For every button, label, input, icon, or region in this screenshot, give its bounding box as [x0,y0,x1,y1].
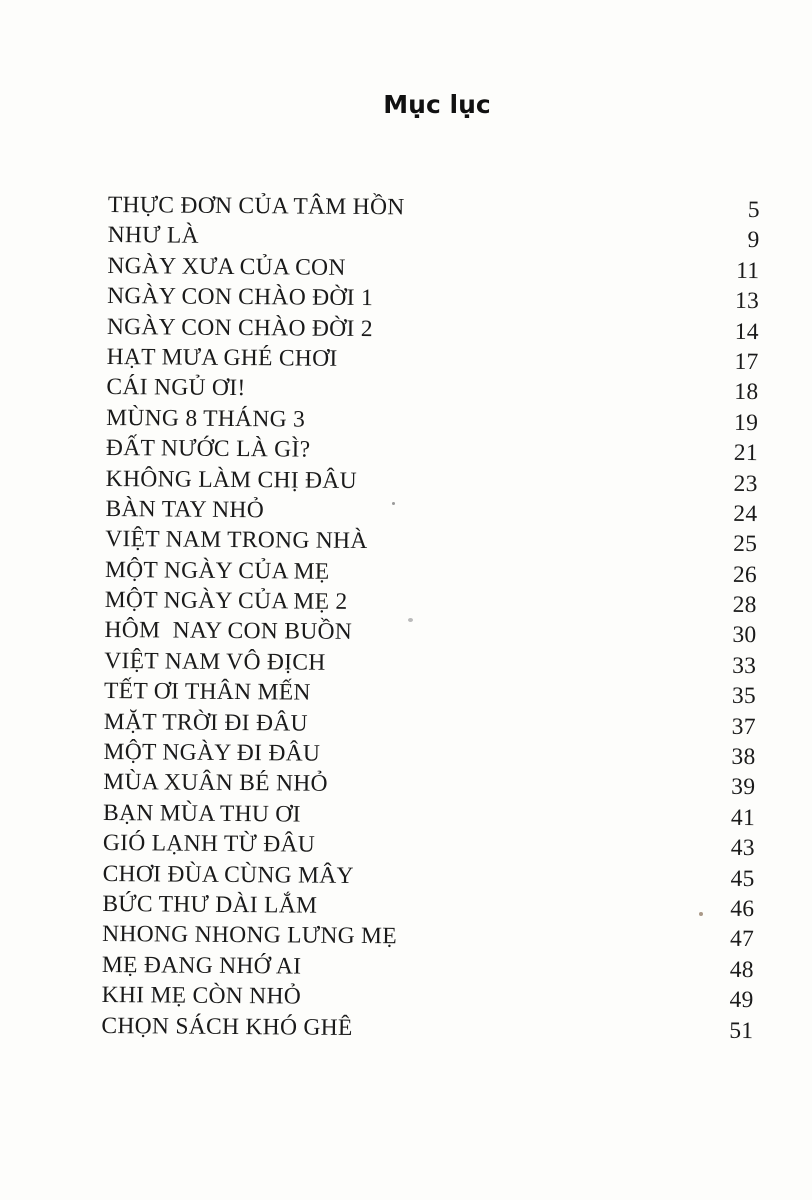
toc-entry-page: 38 [731,743,756,771]
toc-entry-title: HÔM NAY CON BUỒN [104,617,353,646]
toc-entry-title: MÙA XUÂN BÉ NHỎ [103,769,328,798]
toc-entry-page: 18 [734,379,759,406]
toc-entry-title: GIÓ LẠNH TỪ ĐÂU [102,830,316,858]
toc-entry-page: 24 [733,500,758,528]
toc-entry-title: BẠN MÙA THU ƠI [103,799,301,828]
toc-entry-title: BÀN TAY NHỎ [105,495,265,524]
toc-entry-title: VIỆT NAM TRONG NHÀ [105,526,368,555]
toc-entry-page: 26 [732,561,758,588]
toc-entry-title: MÙNG 8 THÁNG 3 [106,404,306,433]
toc-entry-page: 17 [734,348,759,376]
table-of-contents: THỰC ĐƠN CỦA TÂM HỒN 5 NHƯ LÀ 9 NGÀY XƯA CỦA… [101,190,760,1046]
toc-entry-title: TẾT ƠI THÂN MẾN [103,678,311,706]
toc-entry-title: NHƯ LÀ [107,222,199,250]
toc-entry-page: 21 [733,440,759,467]
toc-entry-title: CHƠI ĐÙA CÙNG MÂY [102,860,354,889]
toc-entry-title: KHÔNG LÀM CHỊ ĐÂU [105,465,358,494]
toc-entry-title: CHỌN SÁCH KHÓ GHÊ [101,1012,353,1041]
toc-entry: CHỌN SÁCH KHÓ GHÊ 51 [101,1011,753,1047]
toc-entry-title: MỘT NGÀY ĐI ĐÂU [103,739,321,767]
scan-speck [699,912,703,916]
page-title: Mục lục [383,90,491,119]
toc-entry-page: 23 [733,470,758,497]
toc-entry-title: MỘT NGÀY CỦA MẸ [104,556,330,585]
scan-speck [408,618,413,622]
toc-entry-page: 46 [730,895,755,923]
toc-entry-title: NGÀY XƯA CỦA CON [107,252,346,281]
toc-entry-page: 43 [730,835,755,862]
toc-entry-title: MỘT NGÀY CỦA MẸ 2 [104,587,348,615]
toc-entry-page: 9 [747,227,760,254]
toc-entry-title: HẠT MƯA GHÉ CHƠI [106,343,338,372]
toc-entry: THỰC ĐƠN CỦA TÂM HỒN 5 [108,190,760,226]
scan-speck [392,502,395,505]
toc-entry-title: MẶT TRỜI ĐI ĐÂU [103,708,308,737]
toc-entry-title: KHI MẸ CÒN NHỎ [101,982,302,1010]
toc-entry-page: 45 [730,865,755,892]
toc-entry-title: CÁI NGỦ ƠI! [106,374,246,402]
toc-entry-page: 51 [729,1017,754,1044]
toc-entry-page: 5 [747,197,760,224]
toc-entry-page: 41 [730,804,756,831]
toc-entry-page: 25 [733,531,758,558]
toc-entry-page: 19 [733,409,759,436]
toc-entry-page: 13 [734,288,760,315]
toc-entry-page: 35 [731,683,757,710]
toc-entry-page: 47 [729,926,755,953]
toc-entry-title: BỨC THƯ DÀI LẮM [102,890,318,919]
toc-entry-page: 30 [732,622,757,649]
toc-entry-page: 37 [731,713,756,740]
toc-entry-page: 33 [732,652,757,679]
toc-entry-page: 48 [729,956,754,983]
toc-entry-title: THỰC ĐƠN CỦA TÂM HỒN [107,191,405,221]
toc-entry-page: 14 [734,318,760,345]
toc-entry-page: 11 [736,257,760,284]
toc-entry-title: NHONG NHONG LƯNG MẸ [102,921,398,950]
toc-entry-title: NGÀY CON CHÀO ĐỜI 2 [106,313,373,342]
toc-entry-title: MẸ ĐANG NHỚ AI [101,951,302,980]
toc-entry-page: 39 [731,774,756,801]
toc-entry-title: NGÀY CON CHÀO ĐỜI 1 [107,283,374,312]
toc-entry-title: VIỆT NAM VÔ ĐỊCH [104,647,326,676]
toc-entry-page: 49 [729,987,754,1014]
toc-entry-page: 28 [732,591,757,619]
toc-entry-title: ĐẤT NƯỚC LÀ GÌ? [105,435,311,463]
